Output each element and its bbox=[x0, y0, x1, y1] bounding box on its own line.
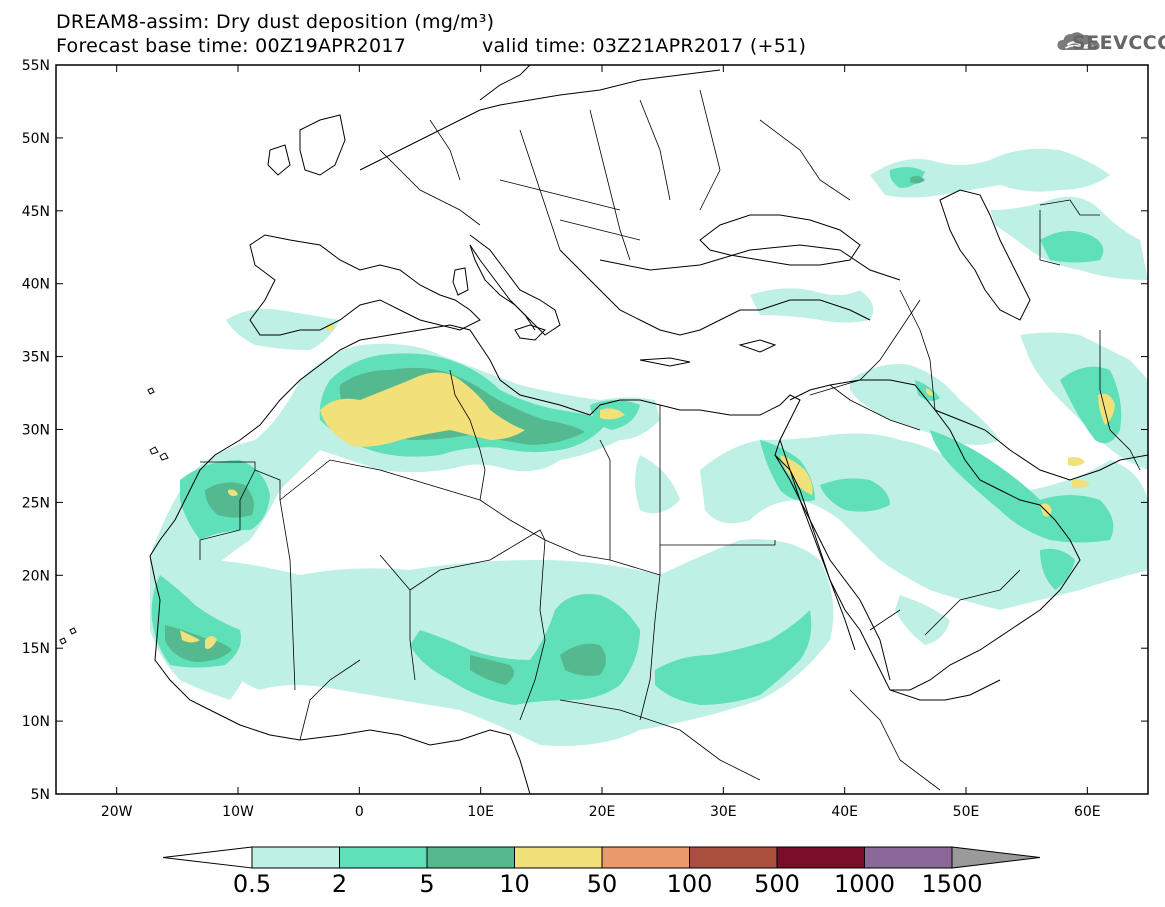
x-tick-label: 30E bbox=[710, 804, 737, 820]
logo-text: SEEVCCC bbox=[1072, 32, 1165, 54]
y-tick-label: 25N bbox=[22, 495, 50, 511]
y-tick-label: 40N bbox=[22, 277, 50, 293]
x-tick-label: 0 bbox=[355, 804, 364, 820]
y-tick-label: 30N bbox=[22, 423, 50, 439]
y-tick-label: 45N bbox=[22, 204, 50, 220]
y-tick-label: 15N bbox=[22, 641, 50, 657]
colorbar-label: 2 bbox=[331, 870, 348, 898]
colorbar-label: 100 bbox=[666, 870, 713, 898]
x-tick-label: 40E bbox=[831, 804, 858, 820]
colorbar-label: 50 bbox=[586, 870, 618, 898]
y-axis: 55N 50N 45N 40N 35N 30N 25N 20N 15N 10N 5N bbox=[22, 58, 1148, 803]
y-tick-label: 35N bbox=[22, 350, 50, 366]
colorbar-segment bbox=[251, 846, 340, 869]
y-tick-label: 10N bbox=[22, 714, 50, 730]
x-tick-label: 20E bbox=[589, 804, 616, 820]
colorbar-label: 5 bbox=[419, 870, 435, 898]
x-tick-label: 10E bbox=[467, 804, 494, 820]
cloud-icon bbox=[1057, 32, 1100, 50]
x-axis: 20W 10W 0 10E 20E 30E 40E 50E 60E bbox=[101, 65, 1101, 820]
forecast-base-time: Forecast base time: 00Z19APR2017 bbox=[56, 35, 407, 57]
colorbar-segment bbox=[426, 846, 515, 869]
y-tick-label: 50N bbox=[22, 131, 50, 147]
x-tick-label: 50E bbox=[953, 804, 980, 820]
colorbar-segment bbox=[689, 846, 778, 869]
coastlines bbox=[59, 65, 1148, 794]
colorbar bbox=[162, 846, 1041, 869]
colorbar-segment bbox=[339, 846, 428, 869]
colorbar-segment bbox=[864, 846, 953, 869]
y-tick-label: 20N bbox=[22, 568, 50, 584]
y-tick-label: 5N bbox=[31, 787, 50, 803]
borders bbox=[199, 89, 1141, 791]
x-tick-label: 60E bbox=[1074, 804, 1101, 820]
y-tick-label: 55N bbox=[22, 58, 50, 74]
colorbar-label: 1500 bbox=[921, 870, 983, 898]
colorbar-label: 500 bbox=[754, 870, 800, 898]
map-title: DREAM8-assim: Dry dust deposition (mg/m³… bbox=[56, 11, 495, 33]
dust-field bbox=[56, 65, 1148, 794]
colorbar-segment bbox=[776, 846, 865, 869]
colorbar-label: 10 bbox=[499, 870, 530, 898]
colorbar-over-triangle bbox=[951, 846, 1041, 869]
colorbar-label: 0.5 bbox=[232, 870, 272, 898]
x-tick-label: 10W bbox=[222, 804, 254, 820]
x-tick-label: 20W bbox=[101, 804, 133, 820]
colorbar-under-triangle bbox=[162, 846, 253, 869]
colorbar-label: 1000 bbox=[833, 870, 896, 898]
valid-time: valid time: 03Z21APR2017 (+51) bbox=[482, 35, 807, 57]
colorbar-segment bbox=[601, 846, 690, 869]
colorbar-segment bbox=[514, 846, 603, 869]
